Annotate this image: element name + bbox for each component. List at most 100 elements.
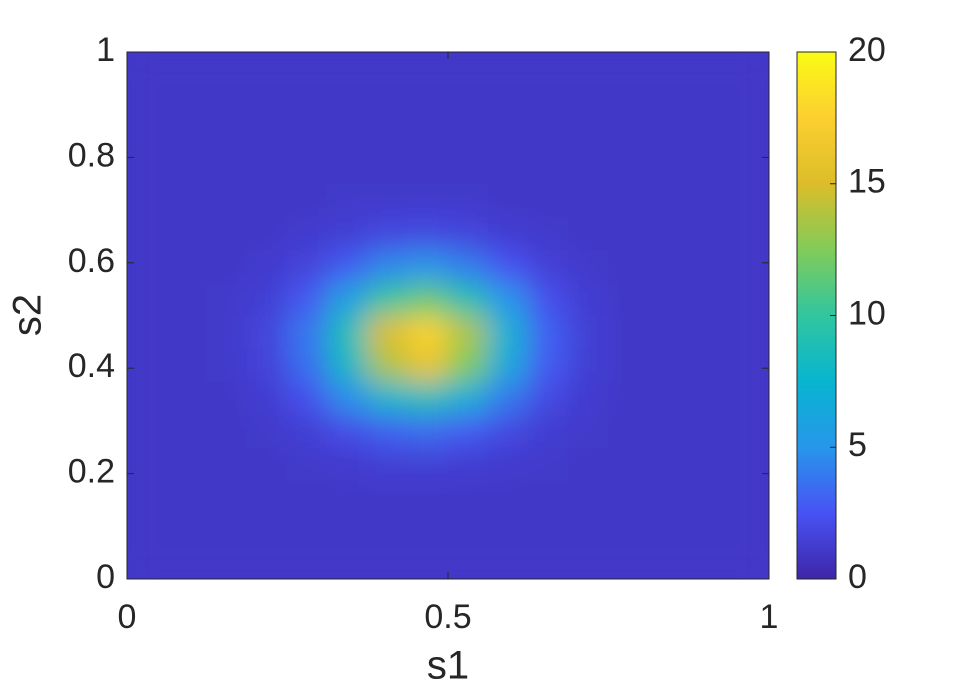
heatmap-cell: [487, 315, 529, 349]
heatmap-cell: [127, 282, 168, 316]
heatmap-cell: [608, 249, 650, 284]
heatmap-cell: [206, 84, 248, 119]
heatmap-cell: [527, 216, 569, 251]
heatmap-cell: [688, 52, 730, 86]
heatmap-cell: [648, 315, 690, 349]
heatmap-cell: [127, 117, 168, 152]
heatmap-cell: [327, 216, 369, 251]
heatmap-cell: [608, 282, 650, 316]
heatmap-cell: [608, 380, 650, 415]
heatmap-cell: [246, 282, 288, 316]
heatmap-cell: [166, 545, 208, 579]
heatmap-cell: [327, 183, 369, 218]
heatmap-cell: [407, 183, 449, 218]
heatmap-cell: [728, 84, 769, 119]
heatmap-cell: [688, 249, 730, 284]
heatmap-cell: [527, 52, 569, 86]
heatmap-cell: [287, 150, 329, 185]
heatmap-cell: [246, 249, 288, 284]
heatmap: [127, 52, 769, 579]
heatmap-cell: [127, 315, 168, 349]
heatmap-cell: [327, 315, 369, 349]
heatmap-cell: [246, 380, 288, 415]
heatmap-cell: [688, 117, 730, 152]
heatmap-cell: [447, 315, 489, 349]
heatmap-cell: [407, 479, 449, 514]
heatmap-cell: [206, 315, 248, 349]
heatmap-cell: [527, 249, 569, 284]
heatmap-cell: [648, 413, 690, 448]
y-tick-label: 0.4: [68, 347, 115, 385]
heatmap-cell: [287, 446, 329, 481]
heatmap-cells: [127, 52, 769, 579]
colorbar-tick-label: 5: [848, 426, 867, 464]
heatmap-cell: [206, 150, 248, 185]
heatmap-cell: [327, 347, 369, 382]
heatmap-cell: [688, 545, 730, 579]
heatmap-cell: [206, 249, 248, 284]
heatmap-cell: [648, 446, 690, 481]
heatmap-cell: [246, 216, 288, 251]
heatmap-cell: [567, 216, 609, 251]
heatmap-cell: [166, 84, 208, 119]
heatmap-cell: [608, 150, 650, 185]
heatmap-cell: [127, 52, 168, 86]
heatmap-cell: [367, 216, 409, 251]
heatmap-cell: [728, 380, 769, 415]
heatmap-cell: [327, 545, 369, 579]
heatmap-cell: [246, 84, 288, 119]
heatmap-cell: [407, 84, 449, 119]
heatmap-cell: [127, 84, 168, 119]
heatmap-cell: [608, 347, 650, 382]
heatmap-cell: [447, 216, 489, 251]
heatmap-cell: [527, 315, 569, 349]
y-tick-label: 0: [96, 558, 115, 596]
heatmap-cell: [327, 380, 369, 415]
heatmap-cell: [728, 249, 769, 284]
heatmap-cell: [728, 512, 769, 547]
heatmap-cell: [367, 446, 409, 481]
heatmap-cell: [407, 282, 449, 316]
heatmap-cell: [166, 347, 208, 382]
heatmap-cell: [527, 545, 569, 579]
heatmap-cell: [728, 347, 769, 382]
heatmap-cell: [728, 150, 769, 185]
heatmap-cell: [688, 183, 730, 218]
heatmap-cell: [728, 413, 769, 448]
heatmap-cell: [688, 479, 730, 514]
x-tick-label: 0.5: [424, 598, 471, 636]
y-tick-label: 0.2: [68, 453, 115, 491]
heatmap-cell: [367, 183, 409, 218]
heatmap-cell: [367, 413, 409, 448]
heatmap-cell: [166, 413, 208, 448]
heatmap-cell: [287, 282, 329, 316]
heatmap-cell: [487, 479, 529, 514]
heatmap-cell: [688, 282, 730, 316]
heatmap-cell: [246, 315, 288, 349]
heatmap-cell: [567, 183, 609, 218]
heatmap-cell: [527, 479, 569, 514]
heatmap-cell: [567, 380, 609, 415]
colorbar: [796, 51, 837, 580]
heatmap-cell: [608, 479, 650, 514]
heatmap-cell: [648, 84, 690, 119]
heatmap-cell: [688, 216, 730, 251]
heatmap-cell: [648, 282, 690, 316]
heatmap-cell: [447, 249, 489, 284]
heatmap-cell: [447, 52, 489, 86]
heatmap-cell: [166, 512, 208, 547]
heatmap-cell: [327, 84, 369, 119]
heatmap-cell: [367, 117, 409, 152]
heatmap-cell: [327, 150, 369, 185]
heatmap-cell: [246, 512, 288, 547]
heatmap-cell: [407, 52, 449, 86]
heatmap-cell: [728, 52, 769, 86]
heatmap-cell: [127, 446, 168, 481]
heatmap-cell: [127, 479, 168, 514]
heatmap-cell: [447, 479, 489, 514]
heatmap-cell: [608, 183, 650, 218]
heatmap-cell: [287, 216, 329, 251]
heatmap-cell: [206, 347, 248, 382]
heatmap-cell: [246, 52, 288, 86]
